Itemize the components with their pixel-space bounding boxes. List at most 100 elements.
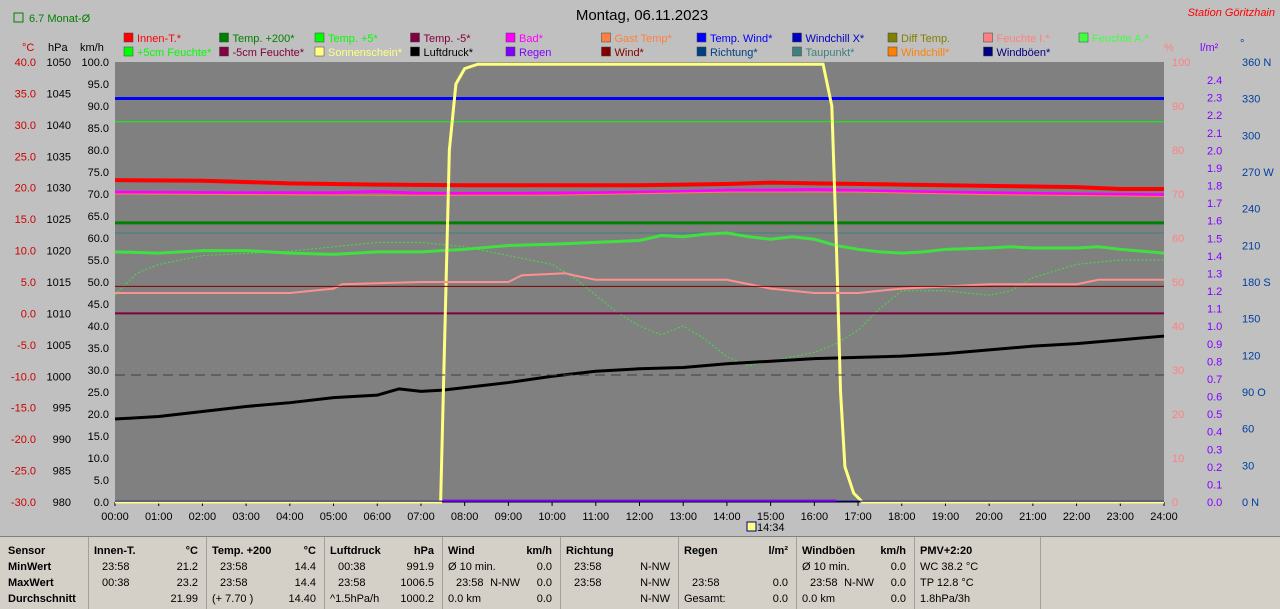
legend-swatch[interactable] [983,46,993,57]
stat-value-left: 23:58 [810,577,838,589]
legend-label[interactable]: Luftdruck* [424,47,474,59]
lm2-tick: 2.2 [1207,110,1222,122]
legend-label[interactable]: Feuchte A.* [1092,33,1150,45]
legend-swatch[interactable] [887,46,898,57]
legend-swatch[interactable] [505,32,516,43]
kmh-tick: 90.0 [88,101,109,113]
temp-tick: -10.0 [11,371,36,383]
legend-label[interactable]: Innen-T.* [137,33,182,45]
legend-swatch[interactable] [983,32,993,43]
legend-label[interactable]: Windböen* [997,47,1052,59]
time-tick: 18:00 [888,511,916,523]
avg-checkbox-icon[interactable] [13,12,24,23]
stat-row: N-NW [560,591,678,607]
hpa-tick: 1000 [47,371,71,383]
stat-label-row: Sensor [0,543,88,559]
kmh-tick: 35.0 [88,343,109,355]
kmh-tick: 0.0 [94,497,109,509]
stat-value-right: 0.0 [890,561,906,573]
series-feuchte-i [115,272,1164,294]
legend-swatch[interactable] [410,32,420,43]
legend-swatch[interactable] [601,46,611,57]
temp-tick: -30.0 [11,497,36,509]
legend-label[interactable]: Temp. +200* [233,33,296,45]
legend-label[interactable]: Bad* [519,33,544,45]
lm2-axis-unit: l/m² [1200,42,1219,54]
legend-label[interactable]: Windchill X* [806,33,865,45]
hpa-tick: 1030 [47,183,71,195]
lm2-tick: 0.9 [1207,339,1222,351]
time-tick: 21:00 [1019,511,1047,523]
legend-label[interactable]: Richtung* [710,47,758,59]
temp-axis-unit: °C [22,42,34,54]
legend-label[interactable]: Gast Temp* [615,33,673,45]
stat-row: 00:38 23.2 [88,575,206,591]
legend-swatch[interactable] [696,32,707,43]
deg-tick: 180 S [1242,277,1271,289]
hpa-tick: 1005 [47,340,71,352]
legend-label[interactable]: Temp. -5* [424,33,472,45]
legend-swatch[interactable] [1078,32,1089,43]
stat-value-mid: N-NW [844,577,874,589]
legend-swatch[interactable] [696,46,707,57]
legend-swatch[interactable] [314,32,325,43]
lm2-tick: 1.2 [1207,286,1222,298]
stat-value-left: 23:58 [102,561,130,573]
time-tick: 01:00 [145,511,173,523]
stat-row: (+ 7.70 ) 14.40 [206,591,324,607]
legend-swatch[interactable] [792,32,802,43]
time-tick: 14:00 [713,511,741,523]
stat-value-right: 991.9 [406,561,434,573]
stat-row: ^1.5hPa/h 1000.2 [324,591,442,607]
kmh-tick: 60.0 [88,233,109,245]
legend-swatch[interactable] [123,46,134,57]
legend-swatch[interactable] [410,46,420,57]
time-marker: 14:34 [746,521,785,534]
deg-tick: 150 [1242,314,1260,326]
deg-tick: 270 W [1242,167,1274,179]
stat-value-left: WC 38.2 °C [920,561,979,573]
legend-label[interactable]: Windchill* [901,47,950,59]
legend-label[interactable]: -5cm Feuchte* [233,47,305,59]
legend-label[interactable]: +5cm Feuchte* [137,47,212,59]
legend-label[interactable]: Temp. +5* [328,33,379,45]
stat-label: MinWert [8,561,52,573]
legend-swatch[interactable] [601,32,611,43]
stat-value-left: 23:58 [220,561,248,573]
time-tick: 19:00 [932,511,960,523]
legend-label[interactable]: Taupunkt* [806,47,856,59]
hpa-tick: 1020 [47,246,71,258]
lm2-tick: 1.5 [1207,233,1222,245]
legend-label[interactable]: Feuchte I.* [997,33,1051,45]
legend-swatch[interactable] [123,32,134,43]
legend-swatch[interactable] [314,46,325,57]
time-tick: 06:00 [363,511,391,523]
legend-swatch[interactable] [792,46,802,57]
stat-label-row: Durchschnitt [0,591,88,607]
time-tick: 03:00 [232,511,260,523]
pct-tick: 70 [1172,189,1184,201]
kmh-tick: 80.0 [88,145,109,157]
temp-tick: 20.0 [15,183,36,195]
kmh-tick: 15.0 [88,431,109,443]
stat-row: 0.0 km 0.0 [796,591,914,607]
stat-value-right: 0.0 [772,577,788,589]
legend-label[interactable]: Sonnenschein* [328,47,403,59]
stat-value-left: 23:58 [338,577,366,589]
legend-label[interactable]: Temp. Wind* [710,33,773,45]
kmh-tick: 30.0 [88,365,109,377]
legend-swatch[interactable] [505,46,516,57]
stat-unit: hPa [413,545,434,557]
lm2-tick: 1.4 [1207,251,1222,263]
legend-swatch[interactable] [887,32,898,43]
stat-column: Regen l/m² 23:58 0.0 Gesamt: 0.0 [678,537,797,609]
kmh-tick: 55.0 [88,255,109,267]
legend-label[interactable]: Diff Temp. [901,33,950,45]
legend-label[interactable]: Regen [519,47,551,59]
legend-label[interactable]: Wind* [615,47,645,59]
legend-swatch[interactable] [219,32,229,43]
monthly-average-label: 6.7 Monat-Ø [29,13,91,25]
legend-swatch[interactable] [219,46,229,57]
time-tick: 16:00 [801,511,829,523]
time-tick: 09:00 [495,511,523,523]
